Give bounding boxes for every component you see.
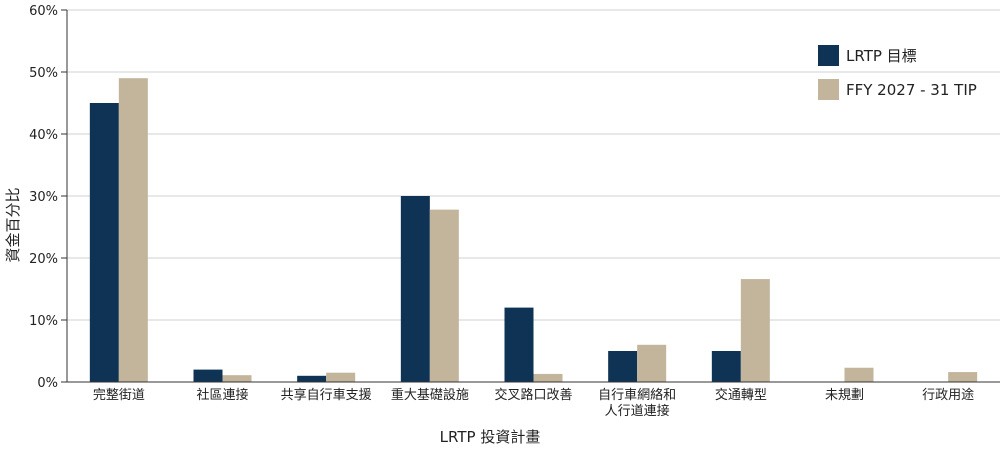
- grid: [67, 9, 1000, 321]
- labels: 0% 10% 20% 30% 40% 50% 60% 完整街道 社區連接 共享自行車支援 重大基礎設…: [29, 4, 974, 419]
- axes: [61, 9, 1000, 383]
- legend-label: LRTP 目標: [846, 47, 917, 65]
- bar: [429, 209, 459, 382]
- y-tick-label: 40%: [29, 128, 58, 143]
- x-axis-title: LRTP 投資計畫: [440, 428, 541, 446]
- y-tick-label: 20%: [29, 252, 58, 267]
- bar: [400, 196, 430, 382]
- legend-swatch: [818, 45, 839, 66]
- y-axis-title: 資金百分比: [4, 187, 22, 262]
- y-tick-label: 60%: [29, 4, 58, 19]
- x-tick-label: 完整街道: [93, 388, 145, 403]
- bar: [844, 367, 874, 382]
- legend-swatch: [818, 79, 839, 100]
- x-tick-label: 交叉路口改善: [494, 387, 572, 403]
- bar: [118, 78, 148, 382]
- bar: [222, 375, 252, 382]
- legend: LRTP 目標 FFY 2027 - 31 TIP: [818, 45, 977, 100]
- x-tick-label: 社區連接: [196, 387, 248, 403]
- y-tick-label: 10%: [29, 314, 58, 329]
- y-tick-label: 30%: [29, 190, 58, 205]
- bar: [740, 279, 770, 382]
- x-tick-label: 未規劃: [825, 388, 864, 403]
- bar: [711, 351, 741, 382]
- bar: [948, 372, 978, 382]
- x-tick-label: 重大基礎設施: [391, 387, 469, 403]
- bar: [89, 103, 119, 382]
- x-tick-label: 行政用途: [922, 387, 974, 403]
- x-tick-label: 人行道連接: [605, 403, 670, 419]
- bars: [89, 78, 978, 382]
- legend-label: FFY 2027 - 31 TIP: [846, 81, 977, 99]
- bar: [193, 369, 223, 382]
- bar: [533, 373, 563, 382]
- bar: [504, 307, 534, 382]
- x-tick-label: 自行車網絡和: [598, 387, 676, 403]
- x-tick-label: 共享自行車支援: [281, 387, 372, 403]
- bar: [326, 372, 356, 382]
- bar: [637, 344, 667, 382]
- y-tick-label: 50%: [29, 66, 58, 81]
- x-tick-label: 交通轉型: [715, 387, 767, 403]
- y-tick-label: 0%: [37, 376, 58, 391]
- bar: [297, 375, 327, 382]
- bar: [608, 351, 638, 382]
